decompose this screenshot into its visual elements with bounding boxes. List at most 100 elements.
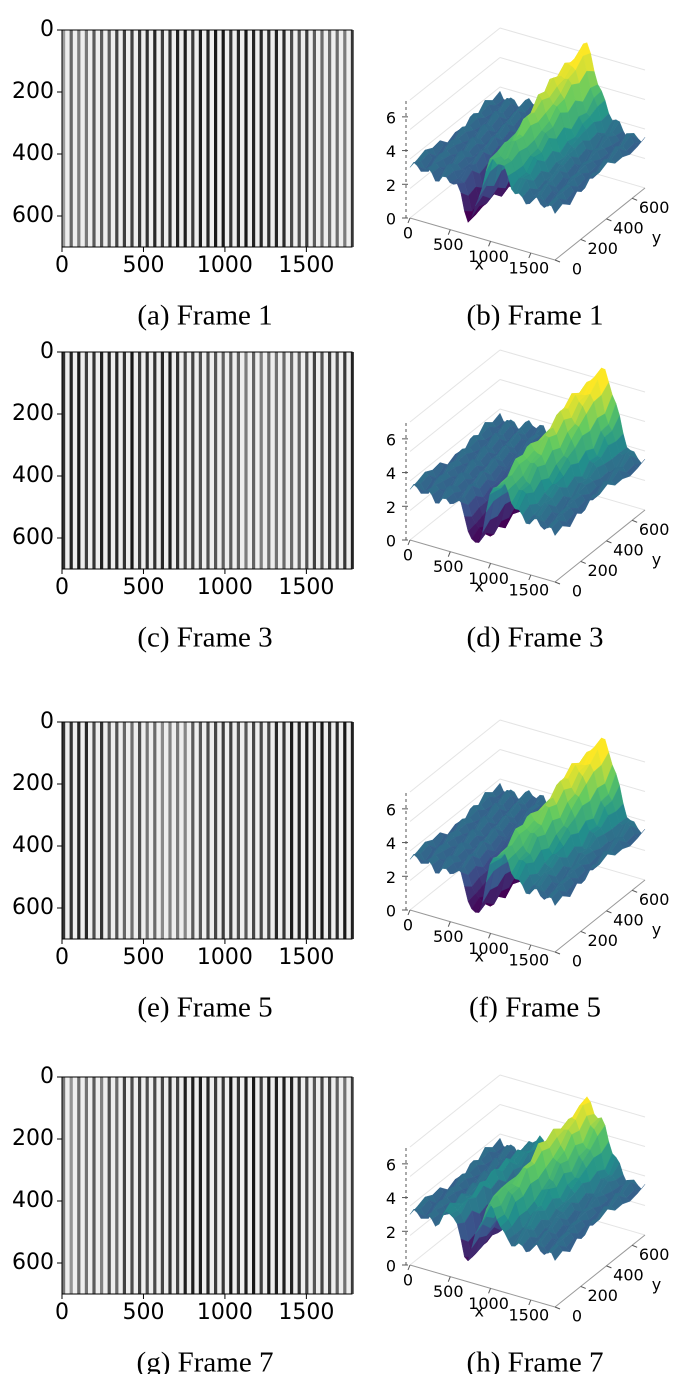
x-axis-label: x — [475, 576, 484, 595]
fringe-stripe — [100, 30, 104, 247]
image-panel: (e) Frame 5 0 500 1000 1500 0 200 400 600 — [12, 709, 354, 1024]
fringe-stripe — [320, 30, 324, 247]
z-tick-label: 0 — [386, 532, 396, 551]
pane-grid — [409, 408, 501, 482]
fringe-stripe — [77, 30, 81, 247]
z-tick-label: 0 — [386, 1257, 396, 1276]
fringe-stripe — [229, 722, 233, 939]
fringe-stripe — [305, 1077, 309, 1294]
fringe-stripe — [84, 722, 88, 939]
x-tick-label: 1500 — [278, 945, 334, 970]
caption: (a) Frame 1 — [137, 300, 272, 332]
fringe-stripe — [282, 30, 286, 247]
fringe-stripe — [297, 352, 301, 569]
x-tick — [528, 574, 532, 581]
fringe-stripe — [305, 722, 309, 939]
z-tick-label: 2 — [386, 1223, 396, 1242]
x-tick-label: 1000 — [197, 945, 253, 970]
fringe-stripe — [259, 722, 263, 939]
fringe-stripe — [312, 722, 316, 939]
fringe-stripe — [252, 722, 256, 939]
y-tick-label: 0 — [40, 709, 54, 734]
x-tick-label: 1000 — [468, 939, 509, 958]
fringe-stripe — [84, 1077, 88, 1294]
pane-grid — [409, 719, 501, 793]
x-tick — [488, 1288, 492, 1294]
y-tick — [606, 1265, 612, 1269]
fringe-stripe — [267, 722, 271, 939]
y-tick-label: 600 — [639, 198, 670, 217]
fringe-stripe — [335, 352, 339, 569]
y-tick-label: 200 — [12, 771, 54, 796]
x-tick-label: 1000 — [197, 1300, 253, 1325]
fringe-stripe — [84, 30, 88, 247]
fringe-stripe — [297, 722, 301, 939]
x-tick-label: 1000 — [468, 569, 509, 588]
fringe-stripe — [274, 30, 278, 247]
fringe-stripe — [160, 722, 164, 939]
axes-frame — [61, 29, 353, 248]
y-tick-label: 0 — [572, 952, 582, 971]
fringe-stripe — [221, 1077, 225, 1294]
fringe-stripe — [229, 352, 233, 569]
y-tick — [580, 560, 586, 564]
fringe-stripe — [206, 352, 210, 569]
fringe-stripe — [138, 1077, 142, 1294]
fringe-stripe — [198, 722, 202, 939]
x-tick-label: 500 — [433, 235, 464, 254]
x-tick-label: 0 — [403, 916, 413, 935]
fringe-stripe — [244, 352, 248, 569]
fringe-stripe — [168, 722, 172, 939]
image-panel: (a) Frame 1 0 500 1000 1500 0 200 400 600 — [12, 17, 354, 332]
x-tick-label: 0 — [55, 253, 69, 278]
x-tick-label: 1500 — [508, 581, 549, 600]
fringe-stripe — [328, 1077, 332, 1294]
fringe-stripe — [145, 30, 149, 247]
x-tick-label: 0 — [403, 1271, 413, 1290]
pane-grid — [499, 349, 646, 393]
z-tick-label: 0 — [386, 902, 396, 921]
fringe-stripe — [115, 1077, 119, 1294]
fringe-stripe — [145, 1077, 149, 1294]
fringe-stripe — [343, 1077, 347, 1294]
x-tick-label: 0 — [55, 1300, 69, 1325]
fringe-stripe — [176, 352, 180, 569]
caption: (g) Frame 7 — [137, 1347, 274, 1374]
y-tick — [631, 1244, 638, 1248]
fringe-stripe — [115, 722, 119, 939]
x-tick-label: 1500 — [278, 575, 334, 600]
y-tick-label: 0 — [572, 260, 582, 279]
fringe-stripe — [183, 352, 187, 569]
fringe-stripe — [274, 1077, 278, 1294]
image-panel: (g) Frame 7 0 500 1000 1500 0 200 400 600 — [12, 1064, 354, 1374]
x-tick-label: 0 — [403, 546, 413, 565]
fringe-stripe — [69, 30, 73, 247]
fringe-stripe — [62, 30, 66, 247]
caption: (b) Frame 1 — [467, 300, 604, 332]
fringe-stripe — [274, 352, 278, 569]
fringe-stripe — [198, 352, 202, 569]
fringe-stripe — [290, 1077, 294, 1294]
y-tick-label: 400 — [12, 833, 54, 858]
fringe-stripe — [312, 30, 316, 247]
fringe-stripe — [122, 352, 126, 569]
pane-grid — [409, 778, 501, 852]
fringe-stripe — [176, 30, 180, 247]
y-axis-label: y — [652, 920, 661, 939]
y-axis — [554, 187, 646, 261]
fringe-stripe — [290, 30, 294, 247]
fringe-stripe — [183, 722, 187, 939]
fringe-stripe — [100, 1077, 104, 1294]
fringe-stripe — [145, 352, 149, 569]
fringe-stripe — [274, 722, 278, 939]
x-tick-label: 0 — [55, 575, 69, 600]
fringe-stripe — [259, 1077, 263, 1294]
fringe-stripe — [214, 30, 218, 247]
x-tick-label: 500 — [433, 927, 464, 946]
fringe-stripe — [267, 30, 271, 247]
y-axis-label: y — [652, 228, 661, 247]
pane-grid — [499, 1074, 646, 1118]
fringe-stripe — [69, 1077, 73, 1294]
